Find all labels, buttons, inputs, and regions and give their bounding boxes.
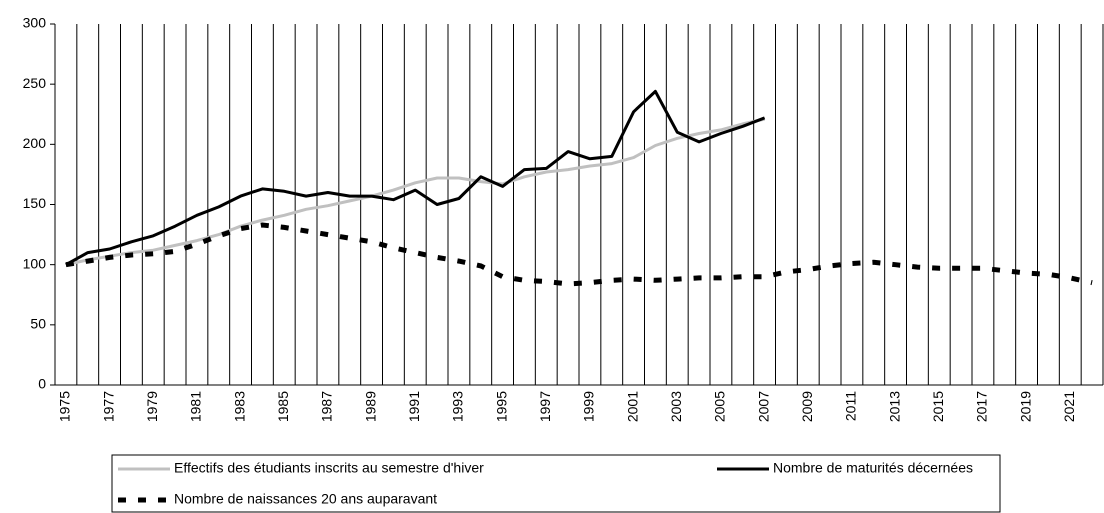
x-tick-label: 1999 [581, 391, 597, 422]
y-tick-label: 0 [38, 376, 46, 392]
x-tick-label: 2013 [886, 391, 902, 422]
x-tick-label: 2021 [1061, 391, 1077, 422]
legend-label: Effectifs des étudiants inscrits au seme… [174, 460, 484, 476]
x-tick-label: 2019 [1017, 391, 1033, 422]
y-tick-label: 100 [23, 255, 47, 271]
x-tick-label: 2011 [843, 391, 859, 421]
y-tick-label: 200 [23, 135, 47, 151]
series-line [65, 117, 765, 267]
series-line [65, 222, 1093, 287]
x-tick-label: 2005 [712, 391, 728, 422]
x-tick-label: 1989 [362, 391, 378, 422]
y-tick-label: 300 [23, 15, 47, 31]
legend-box [111, 454, 1001, 513]
x-tick-label: 2007 [755, 391, 771, 422]
x-tick-label: 2001 [624, 391, 640, 422]
x-tick-label: 2003 [668, 391, 684, 422]
x-tick-label: 1977 [100, 391, 116, 422]
x-tick-label: 1985 [275, 391, 291, 422]
x-tick-label: 1993 [450, 391, 466, 422]
x-tick-label: 1991 [406, 391, 422, 422]
y-tick-label: 50 [30, 316, 46, 332]
x-tick-label: 1997 [537, 391, 553, 422]
x-tick-label: 2017 [974, 391, 990, 422]
x-tick-label: 1987 [319, 391, 335, 422]
y-tick-label: 150 [23, 195, 47, 211]
x-tick-label: 2015 [930, 391, 946, 422]
series-line [65, 89, 766, 267]
x-tick-label: 1983 [231, 391, 247, 422]
x-tick-label: 1975 [57, 391, 73, 422]
x-tick-label: 1979 [144, 391, 160, 422]
x-tick-label: 1981 [188, 391, 204, 422]
legend-label: Nombre de maturités décernées [773, 460, 973, 476]
y-tick-label: 250 [23, 75, 47, 91]
x-tick-label: 2009 [799, 391, 815, 422]
legend-label: Nombre de naissances 20 ans auparavant [174, 491, 437, 507]
x-tick-label: 1995 [493, 391, 509, 422]
